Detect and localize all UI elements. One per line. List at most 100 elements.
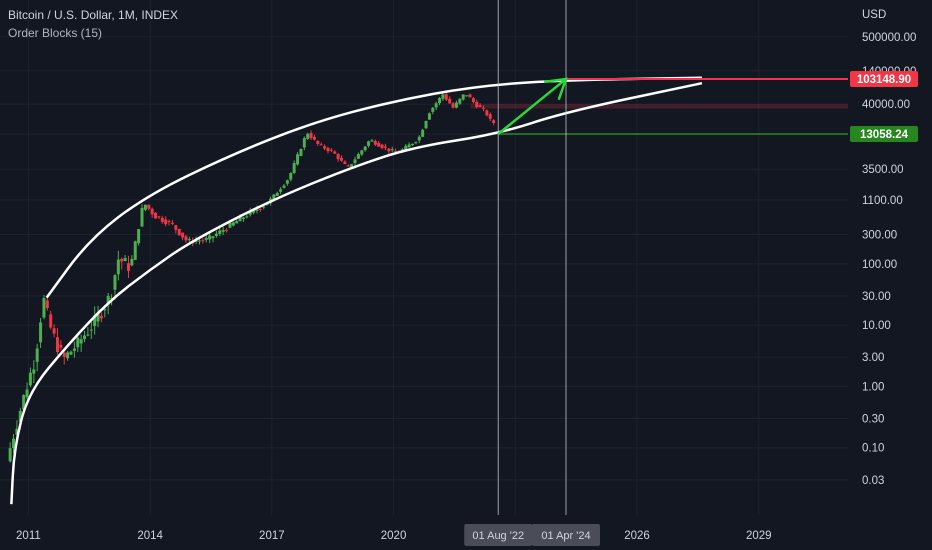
candle-body xyxy=(197,240,201,242)
y-tick-label: 100.00 xyxy=(862,259,897,271)
candle-body xyxy=(123,257,127,262)
candle-body xyxy=(59,345,63,348)
x-tick-label: 2017 xyxy=(259,530,285,542)
candle-body xyxy=(265,204,269,206)
candle-body xyxy=(42,298,46,318)
candle-body xyxy=(292,163,296,173)
order-block-zone xyxy=(470,104,848,109)
candle-body xyxy=(441,94,445,99)
candle-body xyxy=(49,314,53,328)
candle-body xyxy=(8,448,12,462)
candle-body xyxy=(414,142,418,144)
candle-body xyxy=(245,216,249,218)
candle-body xyxy=(302,138,306,148)
candle-body xyxy=(404,145,408,150)
candle-body xyxy=(346,165,350,167)
candle-body xyxy=(272,194,276,200)
candle-body xyxy=(45,300,49,309)
candle-body xyxy=(279,189,283,192)
candle-body xyxy=(434,103,438,108)
candle-body xyxy=(52,328,56,334)
y-tick-label: 40000.00 xyxy=(862,99,910,111)
candle-body xyxy=(373,140,377,145)
candle-body xyxy=(79,339,83,344)
symbol-title: Bitcoin / U.S. Dollar, 1M, INDEX xyxy=(8,8,179,22)
axis-unit: USD xyxy=(862,9,886,21)
candle-body xyxy=(383,146,387,148)
candle-body xyxy=(296,154,300,165)
candle-body xyxy=(407,144,411,148)
lower-channel-curve[interactable] xyxy=(10,81,703,505)
chart-legend: Bitcoin / U.S. Dollar, 1M, INDEX Order B… xyxy=(8,6,178,42)
candle-body xyxy=(35,348,39,362)
candle-body xyxy=(238,216,242,222)
x-tick-label: 2020 xyxy=(381,530,407,542)
candle-body xyxy=(137,229,141,244)
candle-body xyxy=(86,334,90,336)
price-tag-box xyxy=(850,126,918,143)
drawings[interactable] xyxy=(10,0,848,515)
candle-body xyxy=(18,410,22,422)
candle-body xyxy=(140,207,144,227)
candle-body xyxy=(458,98,462,104)
candle-body xyxy=(116,259,120,275)
price-tag-label: 103148.90 xyxy=(857,74,911,86)
candle-body xyxy=(106,295,110,305)
price-tag-label: 13058.24 xyxy=(860,129,909,141)
candle-body xyxy=(32,369,36,374)
x-tick-label: 2011 xyxy=(16,530,41,542)
candle-body xyxy=(126,263,130,271)
candle-body xyxy=(282,185,286,188)
candle-body xyxy=(492,120,496,123)
candle-body xyxy=(258,208,262,210)
candle-body xyxy=(96,312,100,322)
candle-body xyxy=(289,172,293,180)
candle-body xyxy=(316,140,320,144)
candle-body xyxy=(363,146,367,151)
candle-body xyxy=(89,329,93,331)
candle-body xyxy=(367,141,371,146)
candle-body xyxy=(231,222,235,226)
candle-body xyxy=(329,149,333,151)
candle-body xyxy=(275,192,279,196)
order-block-zones xyxy=(470,104,848,136)
candle-body xyxy=(309,132,313,139)
candle-body xyxy=(164,219,168,225)
projection-arrow-head[interactable] xyxy=(544,77,568,101)
candle-body xyxy=(83,335,87,340)
candle-body xyxy=(12,438,16,448)
candle-body xyxy=(299,149,303,156)
candle-body xyxy=(22,395,26,410)
upper-channel-curve[interactable] xyxy=(45,76,702,299)
candle-body xyxy=(184,236,188,241)
candle-body xyxy=(417,136,421,141)
candle-body xyxy=(421,129,425,137)
price-tags: 103148.90 13058.24 01 Aug '22 01 Apr '24 xyxy=(464,70,918,546)
date-tag-box xyxy=(532,524,601,546)
candle-body xyxy=(255,209,259,211)
projection-arrow[interactable] xyxy=(497,77,567,135)
candle-body xyxy=(343,161,347,164)
candle-body xyxy=(120,258,124,262)
candle-body xyxy=(448,98,452,104)
time-axis[interactable]: 2011201420172020202320262029 xyxy=(16,530,771,542)
candle-body xyxy=(350,164,354,168)
indicator-label[interactable]: Order Blocks (15) xyxy=(8,26,103,40)
candle-body xyxy=(488,114,492,119)
candle-body xyxy=(62,352,66,357)
candle-body xyxy=(475,101,479,108)
candle-body xyxy=(431,107,435,112)
date-tag-box xyxy=(464,524,533,546)
y-tick-label: 0.30 xyxy=(862,413,884,425)
candle-body xyxy=(235,221,239,224)
candle-body xyxy=(160,217,164,222)
candle-body xyxy=(204,237,208,240)
candle-body xyxy=(15,428,19,435)
candle-body xyxy=(113,275,117,290)
y-tick-label: 0.03 xyxy=(862,475,884,487)
candle-body xyxy=(356,154,360,159)
date-tag-label: 01 Aug '22 xyxy=(472,530,524,542)
candle-body xyxy=(221,230,225,232)
candle-body xyxy=(99,315,103,319)
